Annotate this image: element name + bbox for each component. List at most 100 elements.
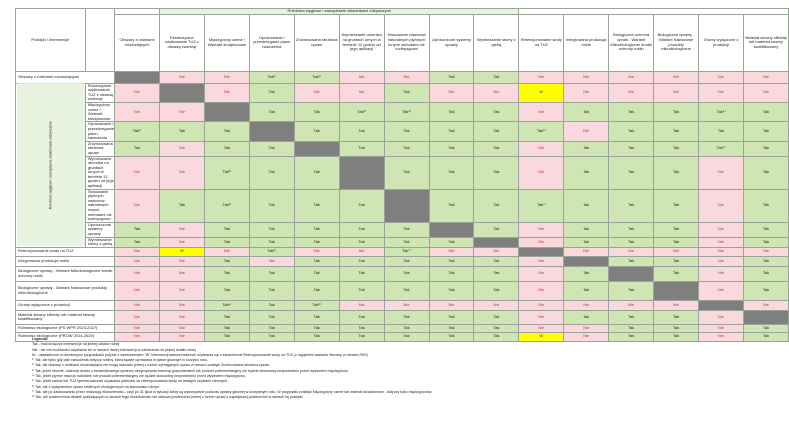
matrix-cell: Nie xyxy=(518,101,565,123)
matrix-cell: Tak xyxy=(473,221,520,238)
row-label: Opracowanie i przestrzeganie planu nawoż… xyxy=(84,121,116,142)
legend-line: W - uzasadnione w określonych przypadkac… xyxy=(32,352,369,357)
matrix-cell: Nie xyxy=(158,101,205,123)
matrix-cell: Tak¹⁾ xyxy=(114,121,160,142)
matrix-cell: Nie xyxy=(114,323,160,333)
matrix-cell: Nie xyxy=(158,323,205,333)
matrix-cell: Nie xyxy=(114,101,160,123)
matrix-cell: Tak xyxy=(203,323,250,333)
row-label: Zróżnicowana struktura upraw xyxy=(84,140,116,157)
matrix-cell: Nie xyxy=(698,309,744,325)
diagonal-cell xyxy=(158,82,205,103)
diagonal-cell xyxy=(383,188,430,223)
matrix-cell: Tak xyxy=(248,265,295,282)
matrix-cell: Tak xyxy=(653,255,700,267)
matrix-cell: Tak xyxy=(248,323,295,333)
matrix-cell: Tak xyxy=(473,309,520,325)
matrix-row: Zróżnicowana struktura upraw Tak Nie Tak Tak… xyxy=(16,140,789,157)
matrix-cell: Tak xyxy=(608,280,655,301)
matrix-cell: Nie xyxy=(698,70,744,84)
matrix-cell: Tak xyxy=(563,155,610,190)
matrix-cell: Tak xyxy=(473,265,520,282)
matrix-cell: Tak xyxy=(248,140,295,157)
column-header: Wymieszanie obornika na gruntach ornych … xyxy=(338,13,385,72)
matrix-cell: Tak xyxy=(742,280,789,301)
matrix-cell: Tak xyxy=(608,236,655,248)
matrix-cell: Tak xyxy=(293,236,340,248)
matrix-row: Integrowana produkcja roślin Nie Nie Tak Nie… xyxy=(14,255,789,267)
matrix-cell: Tak xyxy=(742,121,789,142)
matrix-cell: Nie xyxy=(518,309,565,325)
matrix-cell: Tak xyxy=(248,188,295,223)
matrix-cell: Tak xyxy=(473,121,520,142)
matrix-cell: Nie xyxy=(428,246,475,257)
matrix-cell: Nie xyxy=(114,299,160,311)
matrix-cell: Nie xyxy=(608,70,655,84)
matrix-cell: Tak xyxy=(338,236,385,248)
matrix-cell: Tak xyxy=(608,140,655,157)
matrix-cell: Tak xyxy=(383,82,430,103)
matrix-cell: Tak⁵⁾ xyxy=(248,246,295,257)
matrix-cell: Tak xyxy=(203,221,250,238)
matrix-cell: Tak xyxy=(338,280,385,301)
legend-line: Nie - nie ma możliwości uzyskania ich w … xyxy=(32,347,196,352)
matrix-cell: W xyxy=(518,331,565,342)
legend-line: ⁷⁾ Tak, ale po zastosowaniu przez realiz… xyxy=(32,389,433,394)
matrix-cell: Nie xyxy=(114,188,160,223)
matrix-cell: Tak xyxy=(742,236,789,248)
matrix-row: Stosowanie płynnych nawozów naturalnych … xyxy=(16,188,789,223)
matrix-cell: Tak xyxy=(203,255,250,267)
matrix-cell: Tak xyxy=(338,121,385,142)
matrix-cell: Tak xyxy=(473,323,520,333)
matrix-cell: Nie xyxy=(563,70,610,84)
matrix-cell: Nie xyxy=(203,246,250,257)
matrix-cell: Tak xyxy=(428,280,475,301)
matrix-cell: Nie xyxy=(338,299,385,311)
diagonal-cell xyxy=(698,299,744,311)
matrix-cell: Tak xyxy=(203,236,250,248)
column-header: Grunty wyłączone z produkcji xyxy=(698,13,744,72)
matrix-cell: Nie xyxy=(338,82,385,103)
matrix-row: Retencjonowanie wody na TUZ Nie W Nie Tak⁵⁾ N… xyxy=(14,246,789,257)
matrix-row: Wymieszanie obornika na gruntach ornych … xyxy=(16,155,789,190)
matrix-cell: Tak xyxy=(428,121,475,142)
matrix-cell: Tak xyxy=(563,265,610,282)
row-label: Rolnictwo ekologiczne (PS WPR 2023-2027) xyxy=(14,323,116,333)
matrix-cell: Tak xyxy=(608,323,655,333)
matrix-cell: Nie xyxy=(698,255,744,267)
matrix-cell: Tak xyxy=(653,265,700,282)
matrix-cell: Tak xyxy=(563,188,610,223)
matrix-cell: Tak xyxy=(742,101,789,123)
matrix-cell: Tak xyxy=(428,101,475,123)
row-label: Grunty wyłączone z produkcji xyxy=(14,299,116,311)
matrix-row: Grunty wyłączone z produkcji Nie Nie Tak⁴⁾ T… xyxy=(14,299,789,311)
matrix-row: Międzyplony ozime / Wsiewki śródplonowe N… xyxy=(16,101,789,123)
matrix-cell: Tak⁷⁾ xyxy=(518,188,565,223)
diagonal-cell xyxy=(293,140,340,157)
matrix-cell: Nie xyxy=(114,265,160,282)
matrix-cell: Tak xyxy=(293,121,340,142)
matrix-cell: Tak xyxy=(158,188,205,223)
matrix-cell: Tak xyxy=(428,155,475,190)
diagonal-cell xyxy=(248,121,295,142)
matrix-cell: Tak xyxy=(742,265,789,282)
matrix-cell: Nie xyxy=(698,221,744,238)
matrix-cell: Tak xyxy=(338,265,385,282)
legend-line: Tak - można łączyć interwencje na jednej… xyxy=(32,342,120,347)
matrix-cell: Tak xyxy=(742,155,789,190)
matrix-cell: Tak xyxy=(248,236,295,248)
legend-line: ⁴⁾ Tak, jeżeli płynne nawozy naturalne l… xyxy=(32,374,246,379)
matrix-cell: Nie xyxy=(293,82,340,103)
matrix-cell: Nie xyxy=(698,280,744,301)
matrix-cell: Tak xyxy=(248,280,295,301)
matrix-cell: Tak xyxy=(203,309,250,325)
matrix-cell: Nie xyxy=(114,280,160,301)
matrix-cell: Nie xyxy=(563,246,610,257)
matrix-cell: Tak xyxy=(563,280,610,301)
column-header: Retencjonowanie wody na TUZ xyxy=(518,13,565,72)
column-header: Biologiczne uprawy - Wariant Nawozowe pr… xyxy=(653,13,700,72)
matrix-cell: Tak xyxy=(428,265,475,282)
matrix-cell: Tak xyxy=(608,309,655,325)
matrix-row: Materiał siewny siłbinity lub materiał s… xyxy=(14,309,789,325)
